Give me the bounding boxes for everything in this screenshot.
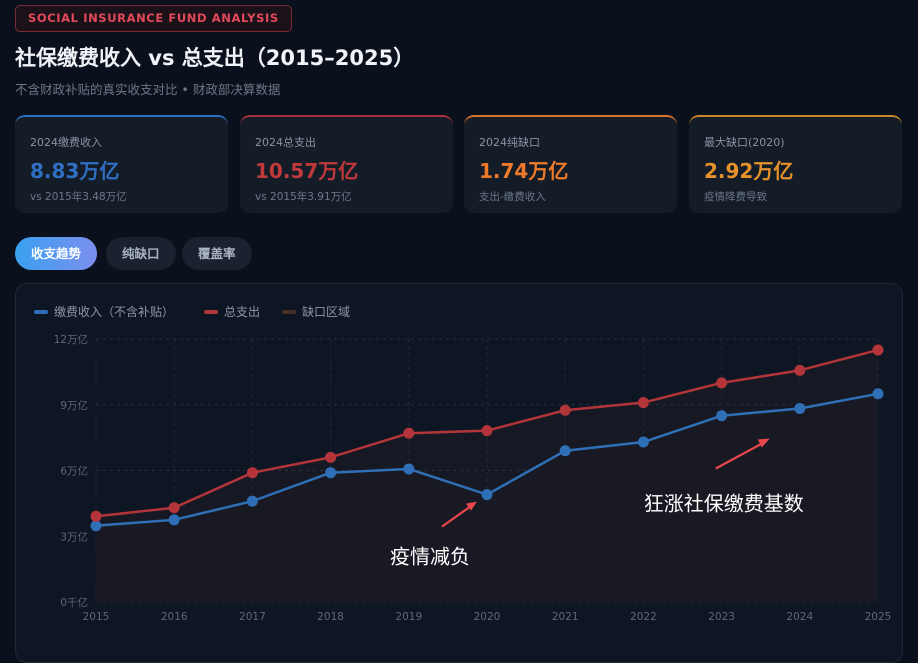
expense-point: [403, 427, 415, 439]
y-tick-label: 6万亿: [60, 465, 88, 478]
income-point: [168, 514, 180, 526]
kpi-sub: vs 2015年3.48万亿: [30, 191, 127, 203]
x-tick-label: 2025: [865, 611, 892, 623]
kpi-card-max-gap: 最大缺口(2020) 2.92万亿 疫情降费导致: [689, 115, 902, 213]
tab-trend[interactable]: 收支趋势: [15, 237, 98, 270]
annotation-arrowhead: [757, 438, 770, 448]
expense-point: [246, 467, 258, 479]
kpi-card-gap: 2024纯缺口 1.74万亿 支出-缴费收入: [464, 115, 677, 213]
kpi-sub: vs 2015年3.91万亿: [255, 191, 352, 203]
kpi-value: 1.74万亿: [479, 159, 569, 183]
kpi-label: 最大缺口(2020): [704, 136, 785, 149]
x-tick-label: 2024: [786, 611, 813, 623]
annotation-arrowhead: [466, 501, 477, 511]
income-point: [246, 495, 258, 507]
expense-point: [481, 425, 493, 437]
kpi-sub: 疫情降费导致: [704, 191, 767, 203]
kpi-card-expense: 2024总支出 10.57万亿 vs 2015年3.91万亿: [240, 115, 453, 213]
x-tick-label: 2015: [83, 611, 110, 623]
legend-swatch: [204, 310, 218, 314]
x-tick-label: 2023: [708, 611, 735, 623]
kpi-card-income: 2024缴费收入 8.83万亿 vs 2015年3.48万亿: [15, 115, 228, 213]
x-tick-label: 2018: [317, 611, 344, 623]
legend-label: 缴费收入（不含补贴）: [54, 304, 174, 319]
x-tick-label: 2020: [474, 611, 501, 623]
kpi-label: 2024缴费收入: [30, 136, 102, 149]
y-tick-label: 9万亿: [60, 399, 88, 412]
x-tick-label: 2019: [395, 611, 422, 623]
legend-swatch: [34, 310, 48, 314]
income-point: [90, 520, 102, 532]
tab-coverage[interactable]: 覆盖率: [182, 237, 252, 270]
y-tick-label: 12万亿: [54, 333, 88, 346]
kpi-label: 2024纯缺口: [479, 136, 540, 149]
expense-point: [716, 377, 728, 389]
y-tick-label: 0千亿: [60, 596, 88, 609]
section-badge: SOCIAL INSURANCE FUND ANALYSIS: [15, 5, 292, 32]
income-point: [481, 489, 493, 501]
legend-swatch: [282, 310, 296, 314]
y-tick-label: 3万亿: [60, 530, 88, 543]
expense-point: [168, 502, 180, 514]
kpi-value: 8.83万亿: [30, 159, 120, 183]
legend-label: 缺口区域: [302, 304, 350, 319]
expense-point: [90, 510, 102, 522]
annotation-covid: 疫情减负: [390, 545, 470, 569]
x-tick-label: 2022: [630, 611, 657, 623]
expense-point: [794, 364, 806, 376]
page-subtitle: 不含财政补贴的真实收支对比 • 财政部决算数据: [15, 82, 281, 97]
kpi-sub: 支出-缴费收入: [479, 191, 546, 203]
income-point: [325, 467, 337, 479]
income-point: [403, 463, 415, 475]
tab-gap[interactable]: 纯缺口: [106, 237, 176, 270]
x-tick-label: 2016: [161, 611, 188, 623]
expense-point: [872, 344, 884, 356]
income-point: [794, 402, 806, 414]
annotation-arrow: [715, 440, 767, 470]
x-tick-label: 2021: [552, 611, 579, 623]
x-tick-label: 2017: [239, 611, 266, 623]
expense-point: [559, 404, 571, 416]
income-point: [872, 388, 884, 400]
annotation-base: 狂涨社保缴费基数: [644, 491, 804, 515]
income-point: [637, 436, 649, 448]
kpi-label: 2024总支出: [255, 136, 316, 149]
kpi-value: 2.92万亿: [704, 159, 794, 183]
annotation-arrow: [441, 503, 474, 528]
income-point: [559, 445, 571, 457]
income-point: [716, 410, 728, 422]
expense-point: [637, 397, 649, 409]
legend-label: 总支出: [224, 305, 260, 319]
page-title: 社保缴费收入 vs 总支出（2015–2025）: [15, 46, 415, 70]
expense-point: [325, 451, 337, 463]
kpi-value: 10.57万亿: [255, 159, 359, 183]
